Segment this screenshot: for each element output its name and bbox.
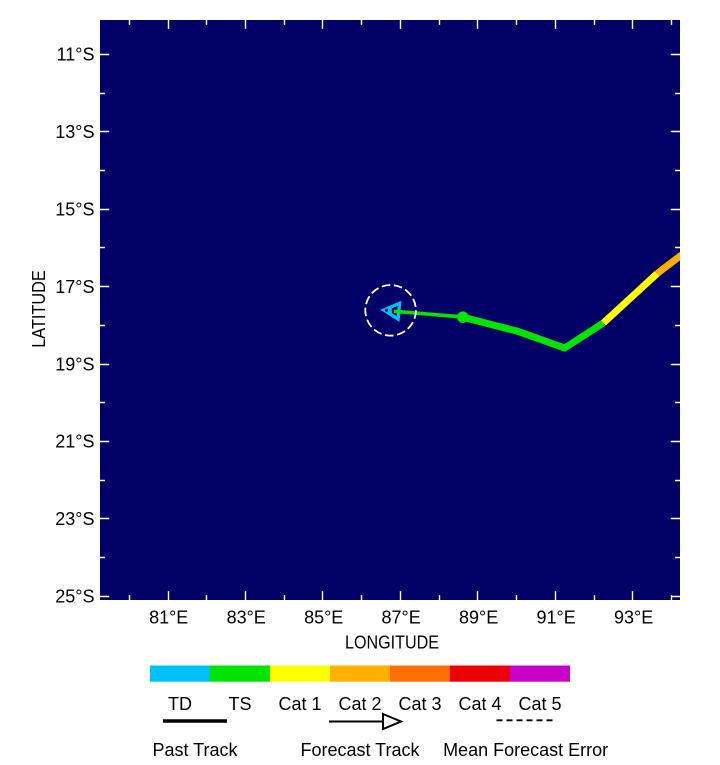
svg-text:Mean Forecast Error: Mean Forecast Error bbox=[443, 740, 608, 760]
svg-text:87°E: 87°E bbox=[381, 608, 420, 628]
svg-text:85°E: 85°E bbox=[304, 608, 343, 628]
svg-text:Past Track: Past Track bbox=[152, 740, 238, 760]
svg-text:Cat 2: Cat 2 bbox=[338, 694, 381, 714]
svg-text:23°S: 23°S bbox=[55, 509, 94, 529]
svg-text:TS: TS bbox=[228, 694, 251, 714]
svg-text:81°E: 81°E bbox=[149, 608, 188, 628]
svg-text:15°S: 15°S bbox=[55, 199, 94, 219]
svg-text:Cat 4: Cat 4 bbox=[458, 694, 501, 714]
svg-text:19°S: 19°S bbox=[55, 354, 94, 374]
svg-text:LATITUDE: LATITUDE bbox=[29, 270, 49, 348]
svg-text:11°S: 11°S bbox=[57, 45, 95, 65]
svg-text:83°E: 83°E bbox=[227, 608, 266, 628]
svg-text:Cat 3: Cat 3 bbox=[398, 694, 441, 714]
svg-text:93°E: 93°E bbox=[614, 608, 653, 628]
svg-text:Cat 5: Cat 5 bbox=[518, 694, 561, 714]
svg-text:17°S: 17°S bbox=[55, 277, 94, 297]
svg-text:Cat 1: Cat 1 bbox=[278, 694, 321, 714]
svg-text:25°S: 25°S bbox=[55, 587, 94, 607]
svg-text:13°S: 13°S bbox=[55, 122, 94, 142]
svg-text:91°E: 91°E bbox=[536, 608, 575, 628]
svg-text:21°S: 21°S bbox=[55, 432, 94, 452]
svg-text:Forecast Track: Forecast Track bbox=[300, 740, 420, 760]
svg-text:LONGITUDE: LONGITUDE bbox=[345, 633, 439, 653]
svg-text:89°E: 89°E bbox=[459, 608, 498, 628]
svg-text:TD: TD bbox=[168, 694, 192, 714]
